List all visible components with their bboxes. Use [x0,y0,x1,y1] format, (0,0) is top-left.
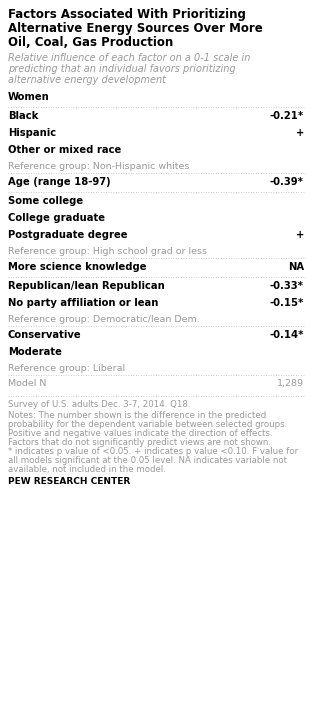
Text: Positive and negative values indicate the direction of effects.: Positive and negative values indicate th… [8,429,273,438]
Text: Relative influence of each factor on a 0-1 scale in: Relative influence of each factor on a 0… [8,53,250,63]
Text: College graduate: College graduate [8,213,105,223]
Text: Factors that do not significantly predict views are not shown.: Factors that do not significantly predic… [8,438,271,447]
Text: Oil, Coal, Gas Production: Oil, Coal, Gas Production [8,36,173,49]
Text: +: + [296,128,304,138]
Text: * indicates p value of <0.05. + indicates p value <0.10. F value for: * indicates p value of <0.05. + indicate… [8,447,298,456]
Text: predicting that an individual favors prioritizing: predicting that an individual favors pri… [8,64,236,74]
Text: Alternative Energy Sources Over More: Alternative Energy Sources Over More [8,22,263,35]
Text: probability for the dependent variable between selected groups.: probability for the dependent variable b… [8,420,287,429]
Text: Survey of U.S. adults Dec. 3-7, 2014. Q18.: Survey of U.S. adults Dec. 3-7, 2014. Q1… [8,400,191,409]
Text: Model N: Model N [8,379,46,388]
Text: PEW RESEARCH CENTER: PEW RESEARCH CENTER [8,477,130,486]
Text: Age (range 18-97): Age (range 18-97) [8,177,111,187]
Text: alternative energy development: alternative energy development [8,75,166,85]
Text: Conservative: Conservative [8,330,82,340]
Text: available, not included in the model.: available, not included in the model. [8,465,166,474]
Text: Moderate: Moderate [8,347,62,357]
Text: Postgraduate degree: Postgraduate degree [8,230,128,240]
Text: Republican/lean Republican: Republican/lean Republican [8,281,165,291]
Text: -0.14*: -0.14* [270,330,304,340]
Text: -0.39*: -0.39* [270,177,304,187]
Text: Other or mixed race: Other or mixed race [8,145,121,155]
Text: Notes: The number shown is the difference in the predicted: Notes: The number shown is the differenc… [8,411,266,420]
Text: Hispanic: Hispanic [8,128,56,138]
Text: No party affiliation or lean: No party affiliation or lean [8,298,158,308]
Text: -0.15*: -0.15* [270,298,304,308]
Text: Black: Black [8,111,38,121]
Text: Factors Associated With Prioritizing: Factors Associated With Prioritizing [8,8,246,21]
Text: -0.21*: -0.21* [270,111,304,121]
Text: Reference group: Democratic/lean Dem.: Reference group: Democratic/lean Dem. [8,315,200,324]
Text: NA: NA [288,262,304,272]
Text: all models significant at the 0.05 level. NA indicates variable not: all models significant at the 0.05 level… [8,456,287,465]
Text: Some college: Some college [8,196,83,206]
Text: More science knowledge: More science knowledge [8,262,147,272]
Text: +: + [296,230,304,240]
Text: Women: Women [8,92,50,102]
Text: Reference group: Non-Hispanic whites: Reference group: Non-Hispanic whites [8,162,189,171]
Text: Reference group: Liberal: Reference group: Liberal [8,364,125,373]
Text: -0.33*: -0.33* [270,281,304,291]
Text: 1,289: 1,289 [277,379,304,388]
Text: Reference group: High school grad or less: Reference group: High school grad or les… [8,247,207,256]
